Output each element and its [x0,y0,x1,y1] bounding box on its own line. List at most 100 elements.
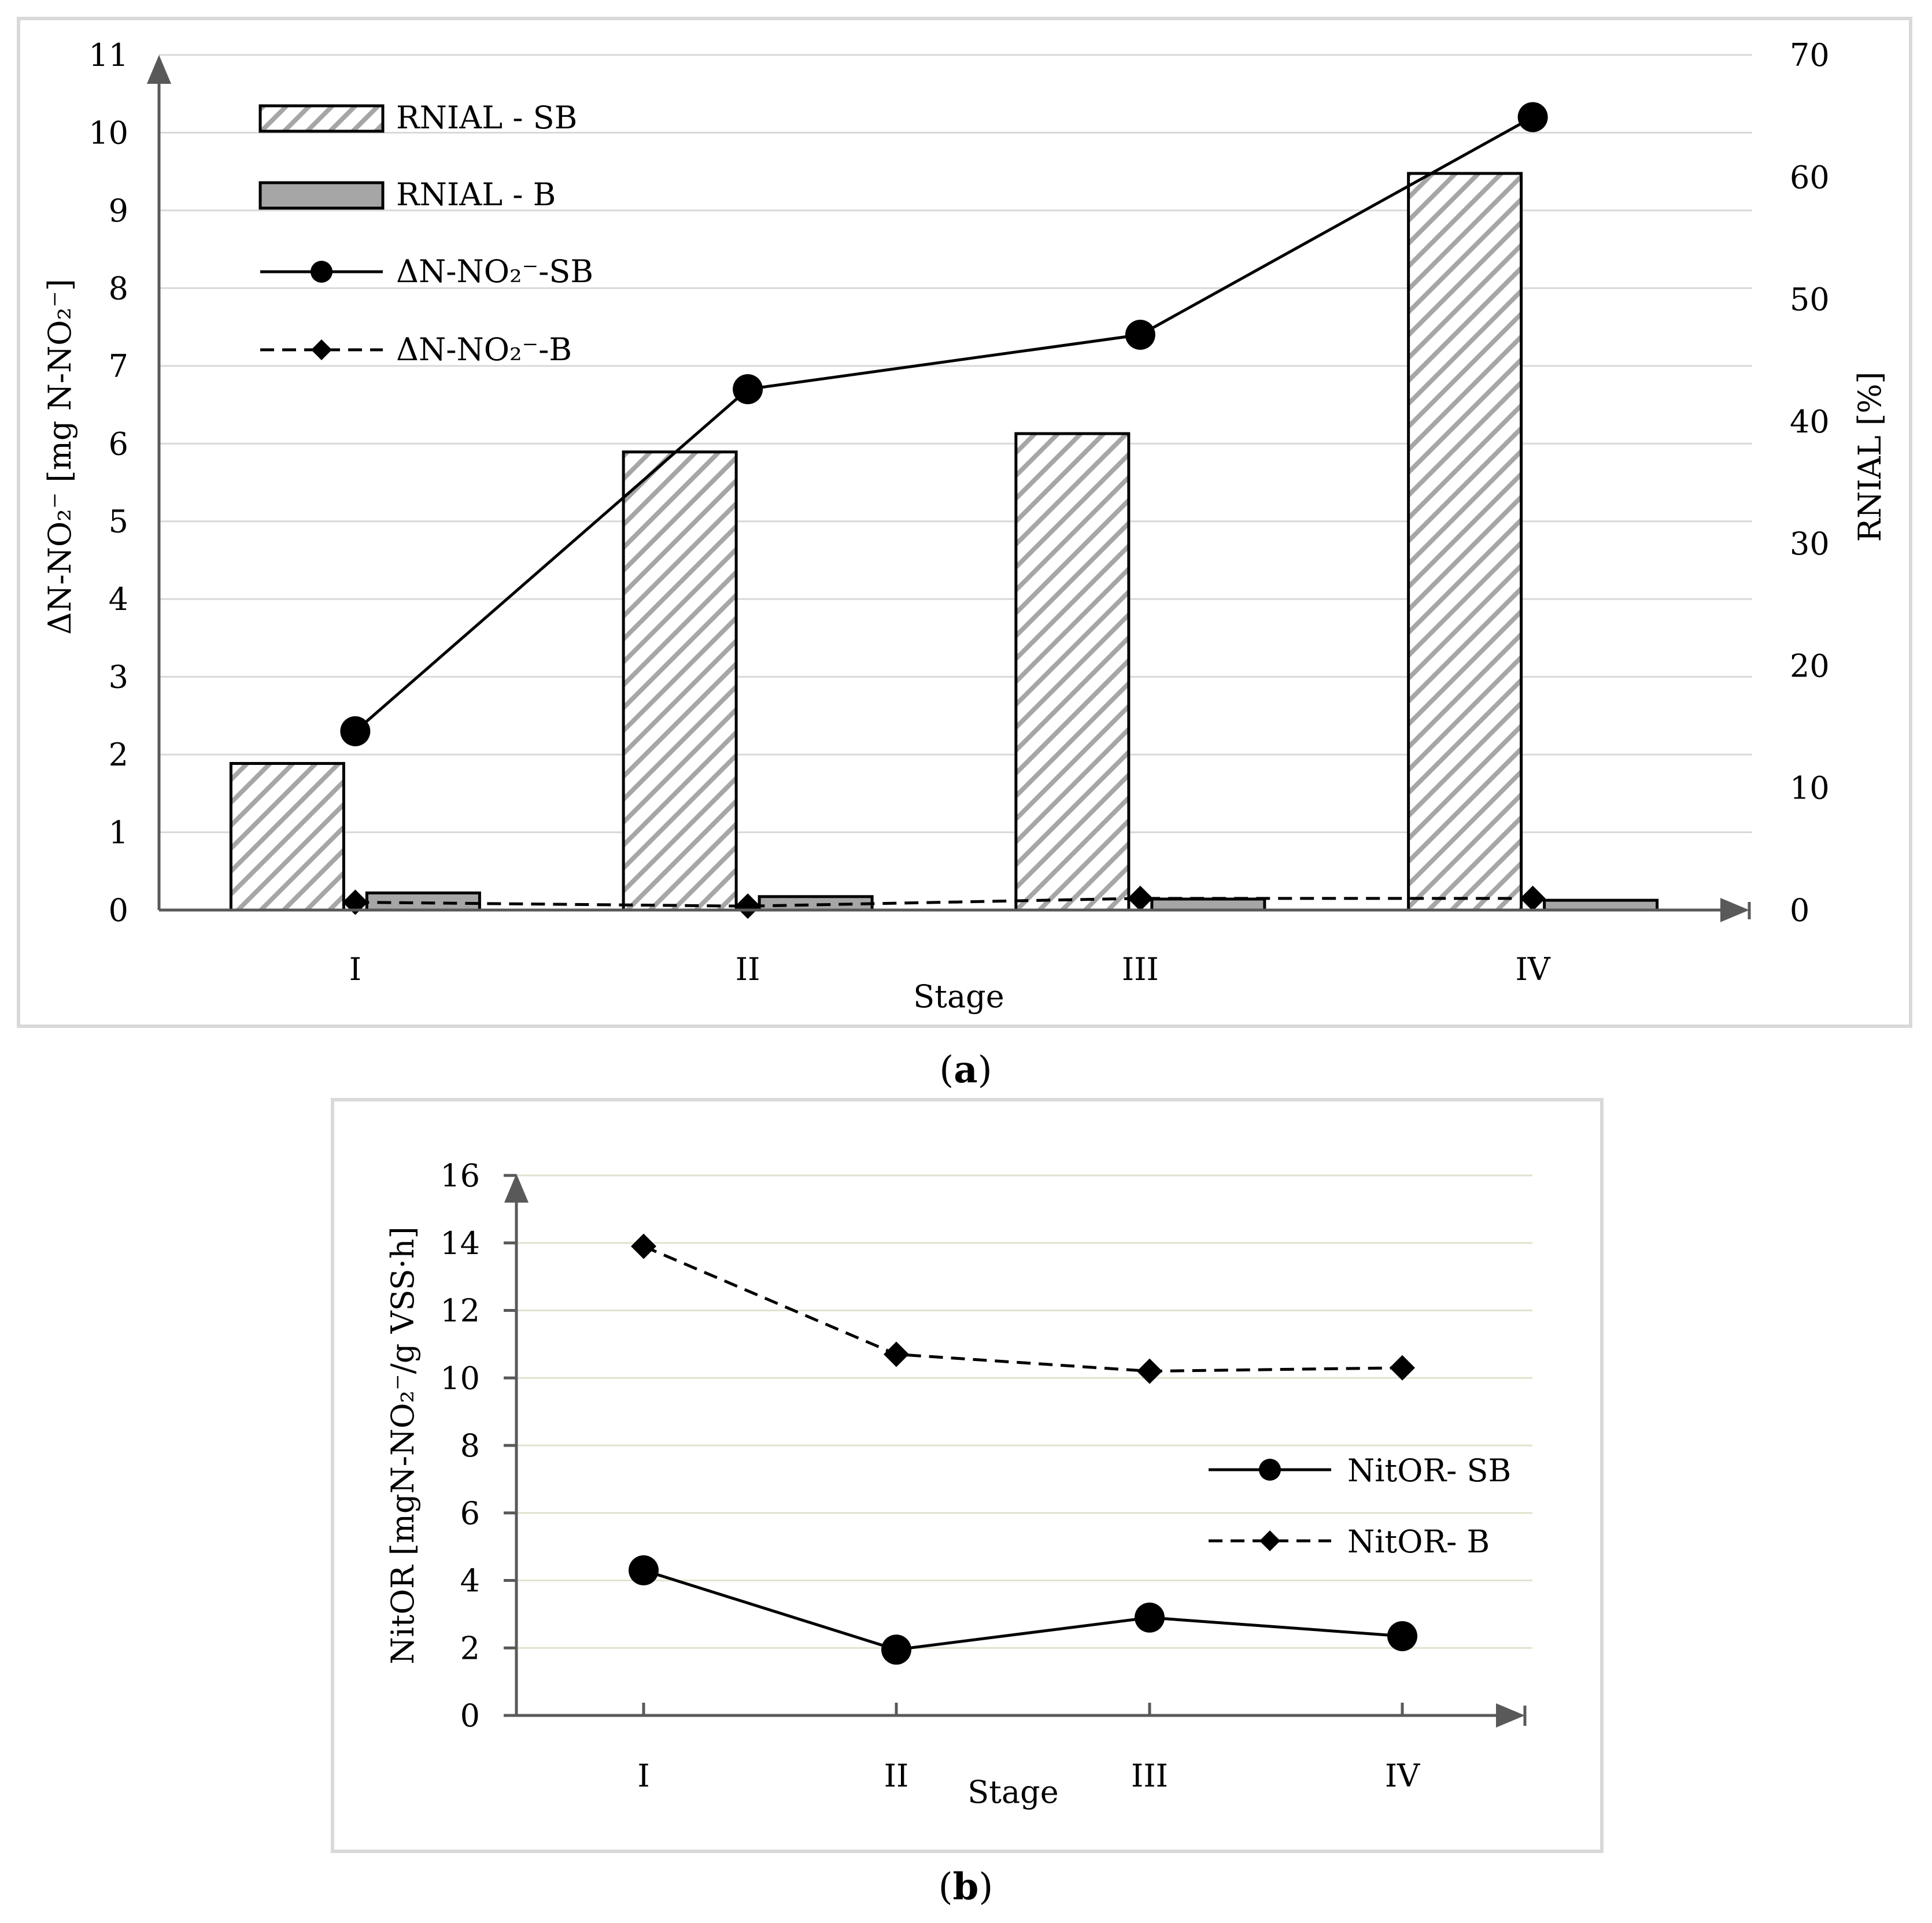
panel-a-y-tick-label: 11 [88,37,128,73]
legend-swatch-rnial-sb [258,104,385,133]
panel-b-x-tick-label: III [1131,1758,1168,1794]
panel-a-right-y-axis-label: RNIAL [%] [1852,372,1888,542]
panel-b-grid [504,1174,1532,1717]
panel-a-y-tick-label: 7 [109,348,128,384]
panel-b-y-tick-label: 0 [460,1698,480,1734]
panel-a-y-axis-label: ΔN-NO₂⁻ [mg N-NO₂⁻] [42,279,78,635]
point-nitor-b [884,1341,909,1367]
series-line-nitor-sb [643,1569,1403,1651]
panel-a-right-y-tick-label: 10 [1790,770,1830,807]
series-line-n-no-sb [354,116,1534,733]
bar-rnial-sb [229,761,345,912]
panel-a-right-y-tick-label: 40 [1790,404,1830,440]
point-n-no-b [1127,885,1153,911]
panel-a-bars [229,172,1659,912]
legend-label-dn-sb: ΔN-NO₂⁻-SB [396,253,593,290]
panel-a-x-tick-label: III [1122,951,1159,988]
legend-label-nitor-sb: NitOR- SB [1347,1452,1511,1489]
point-nitor-b [1137,1358,1162,1384]
bar-rnial-sb [1407,172,1523,912]
panel-a-x-tick-label: IV [1515,951,1550,988]
legend-marker-nitor-b [1259,1530,1280,1551]
legend-marker-nitor-sb [1259,1459,1281,1481]
panel-b-axes [504,1174,1527,1728]
legend-label-dn-b: ΔN-NO₂⁻-B [396,331,572,368]
panel-b-x-axis-arrow [1496,1703,1525,1728]
point-nitor-sb [1135,1602,1165,1633]
panel-a-caption: (a) [939,1048,992,1092]
panel-b-y-axis-label: NitOR [mgN-NO₂⁻/g VSS·h] [385,1226,421,1664]
panel-b-y-tick-label: 6 [460,1495,480,1532]
legend-label-nitor-b: NitOR- B [1347,1523,1490,1560]
bar-rnial-sb [1014,432,1131,912]
panel-a-y-tick-label: 8 [109,270,128,306]
panel-b-caption: (b) [939,1865,993,1909]
point-n-no-sb [1125,320,1155,350]
panel-b-y-tick-label: 12 [440,1293,480,1329]
bar-rnial-sb [622,450,738,912]
bar-rnial-b [758,895,874,912]
panel-a-legend: RNIAL - SB RNIAL - B ΔN-NO₂⁻-SB ΔN-NO₂⁻-… [258,99,593,368]
panel-a-right-y-tick-label: 50 [1790,282,1830,318]
panel-a-y-tick-label: 6 [109,426,128,462]
panel-b-y-tick-label: 2 [460,1630,480,1666]
panel-a-y-tick-label: 9 [109,193,128,229]
panel-a-y-tick-label: 4 [109,581,128,617]
point-nitor-sb [629,1555,659,1585]
panel-b-x-tick-label: I [637,1758,649,1794]
point-n-no-b [1520,885,1546,911]
point-n-no-b [735,893,761,919]
point-nitor-sb [881,1634,911,1665]
panel-b-x-tick-label: II [884,1758,909,1794]
panel-b-y-tick-label: 4 [460,1563,480,1599]
legend-swatch-rnial-b [258,181,385,210]
panel-a-right-y-tick-label: 0 [1790,892,1809,929]
legend-marker-dn-sb [311,261,333,283]
panel-a-x-tick-label: I [349,951,361,988]
panel-a-y-tick-label: 0 [109,892,128,929]
panel-b-y-axis-arrow [504,1174,529,1203]
panel-a-y-axis-arrow [147,55,171,84]
panel-a-x-tick-label: II [736,951,760,988]
panel-a-right-y-tick-label: 20 [1790,648,1830,684]
panel-b-x-axis-label: Stage [967,1774,1058,1810]
point-nitor-sb [1387,1621,1417,1651]
panel-a-x-axis-arrow [1720,898,1749,922]
panel-b-y-tick-label: 8 [460,1428,480,1464]
panel-b-frame [331,1098,1604,1853]
legend-label-rnial-b: RNIAL - B [396,176,556,213]
series-line-nitor-b [643,1245,1403,1373]
bar-rnial-b [1150,897,1266,912]
bar-rnial-b [1543,898,1659,912]
point-n-no-sb [733,374,763,405]
panel-a-y-tick-label: 5 [109,504,128,540]
point-n-no-sb [340,716,371,746]
legend-marker-dn-b [311,339,332,360]
panel-a-right-y-tick-label: 30 [1790,526,1830,562]
panel-a-right-y-tick-label: 60 [1790,159,1830,195]
panel-b-y-tick-label: 10 [440,1360,480,1396]
panel-b-y-tick-label: 16 [440,1158,480,1194]
panel-a-lines [340,102,1548,919]
panel-a-axes [147,55,1751,922]
panel-a-x-axis-label: Stage [913,978,1004,1015]
legend-label-rnial-sb: RNIAL - SB [396,99,577,136]
panel-b-legend: NitOR- SB NitOR- B [1209,1452,1511,1560]
point-n-no-sb [1517,102,1548,132]
panel-a-y-tick-label: 2 [109,737,128,773]
point-nitor-b [1390,1355,1415,1381]
panel-a-y-tick-label: 10 [88,114,128,151]
panel-a-y-tick-label: 1 [109,815,128,851]
panel-a-y-tick-label: 3 [109,659,128,696]
panel-a-right-y-tick-label: 70 [1790,37,1830,73]
point-nitor-b [631,1233,656,1259]
panel-b-x-tick-label: IV [1385,1758,1420,1794]
panel-b-y-tick-label: 14 [440,1225,480,1262]
panel-b-lines [629,1233,1417,1665]
